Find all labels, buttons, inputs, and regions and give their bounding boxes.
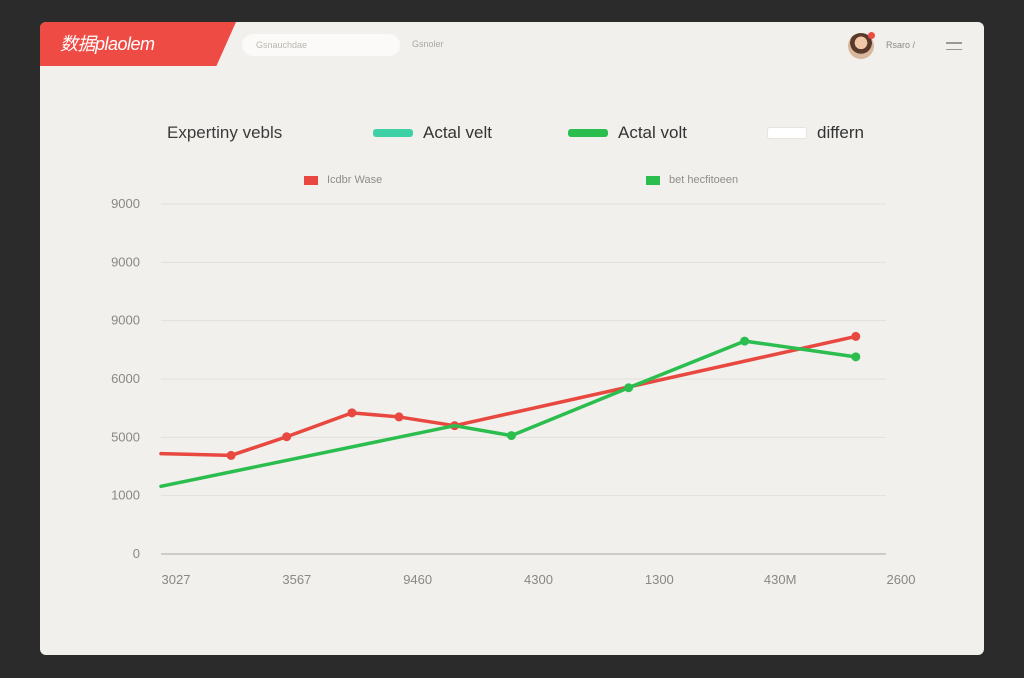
legend-label: differn <box>817 123 864 142</box>
legend-swatch <box>568 129 608 137</box>
y-tick-label: 6000 <box>111 371 140 386</box>
data-point <box>851 352 861 362</box>
top-nav-link[interactable]: Gsnoler <box>412 39 444 49</box>
hamburger-menu-icon[interactable] <box>946 42 962 52</box>
legend-label: bet hecfitoeen <box>669 174 739 186</box>
username[interactable]: Rsaro / <box>886 40 915 50</box>
y-tick-label: 9000 <box>111 313 140 328</box>
y-tick-label: 9000 <box>111 196 140 211</box>
x-tick-label: 3567 <box>282 572 311 587</box>
legend-swatch <box>373 129 413 137</box>
x-tick-label: 2600 <box>887 572 916 587</box>
username-suffix: / <box>912 40 916 50</box>
top-bar: 数据plaolem Gsnoler Rsaro / <box>40 22 984 68</box>
legend-item-1: Actal velt <box>373 123 492 143</box>
data-point <box>740 336 750 346</box>
legend-item-3: differn <box>767 123 864 143</box>
data-point <box>282 432 292 442</box>
data-point <box>851 331 861 341</box>
legend-label: Actal velt <box>423 123 492 142</box>
x-tick-label: 9460 <box>403 572 432 587</box>
legend-swatch <box>304 175 318 185</box>
data-point <box>394 412 404 422</box>
data-point <box>506 431 516 441</box>
username-text: Rsaro <box>886 40 911 50</box>
y-tick-label: 5000 <box>111 429 140 444</box>
y-tick-label: 0 <box>133 546 140 561</box>
data-point <box>624 383 634 393</box>
series-line-2 <box>159 339 858 489</box>
legend-swatch <box>767 127 807 139</box>
app-window: 数据plaolem Gsnoler Rsaro / Expertiny vebl… <box>40 22 984 655</box>
data-point <box>347 408 357 418</box>
avatar[interactable] <box>848 32 875 59</box>
brand-logo[interactable]: 数据plaolem <box>40 22 236 66</box>
x-tick-label: 4300 <box>524 572 553 587</box>
line-chart: 9000 9000 9000 6000 5000 1000 0 3027 3567 9460 430… <box>111 196 916 587</box>
search-input[interactable] <box>242 34 400 56</box>
data-point <box>226 450 236 460</box>
legend-swatch <box>646 175 660 185</box>
legend-secondary-item-1: Icdbr Wase <box>304 174 382 186</box>
x-tick-label: 3027 <box>162 572 191 587</box>
legend-label: Actal volt <box>618 123 687 142</box>
y-tick-label: 9000 <box>111 254 140 269</box>
x-tick-label: 430M <box>764 572 797 587</box>
legend-label: Icdbr Wase <box>327 174 383 186</box>
chart-title: Expertiny vebls <box>167 123 283 142</box>
x-tick-label: 1300 <box>645 572 674 587</box>
legend-secondary-item-2: bet hecfitoeen <box>646 174 738 186</box>
y-tick-label: 1000 <box>111 488 140 503</box>
legend-item-2: Actal volt <box>568 123 687 143</box>
